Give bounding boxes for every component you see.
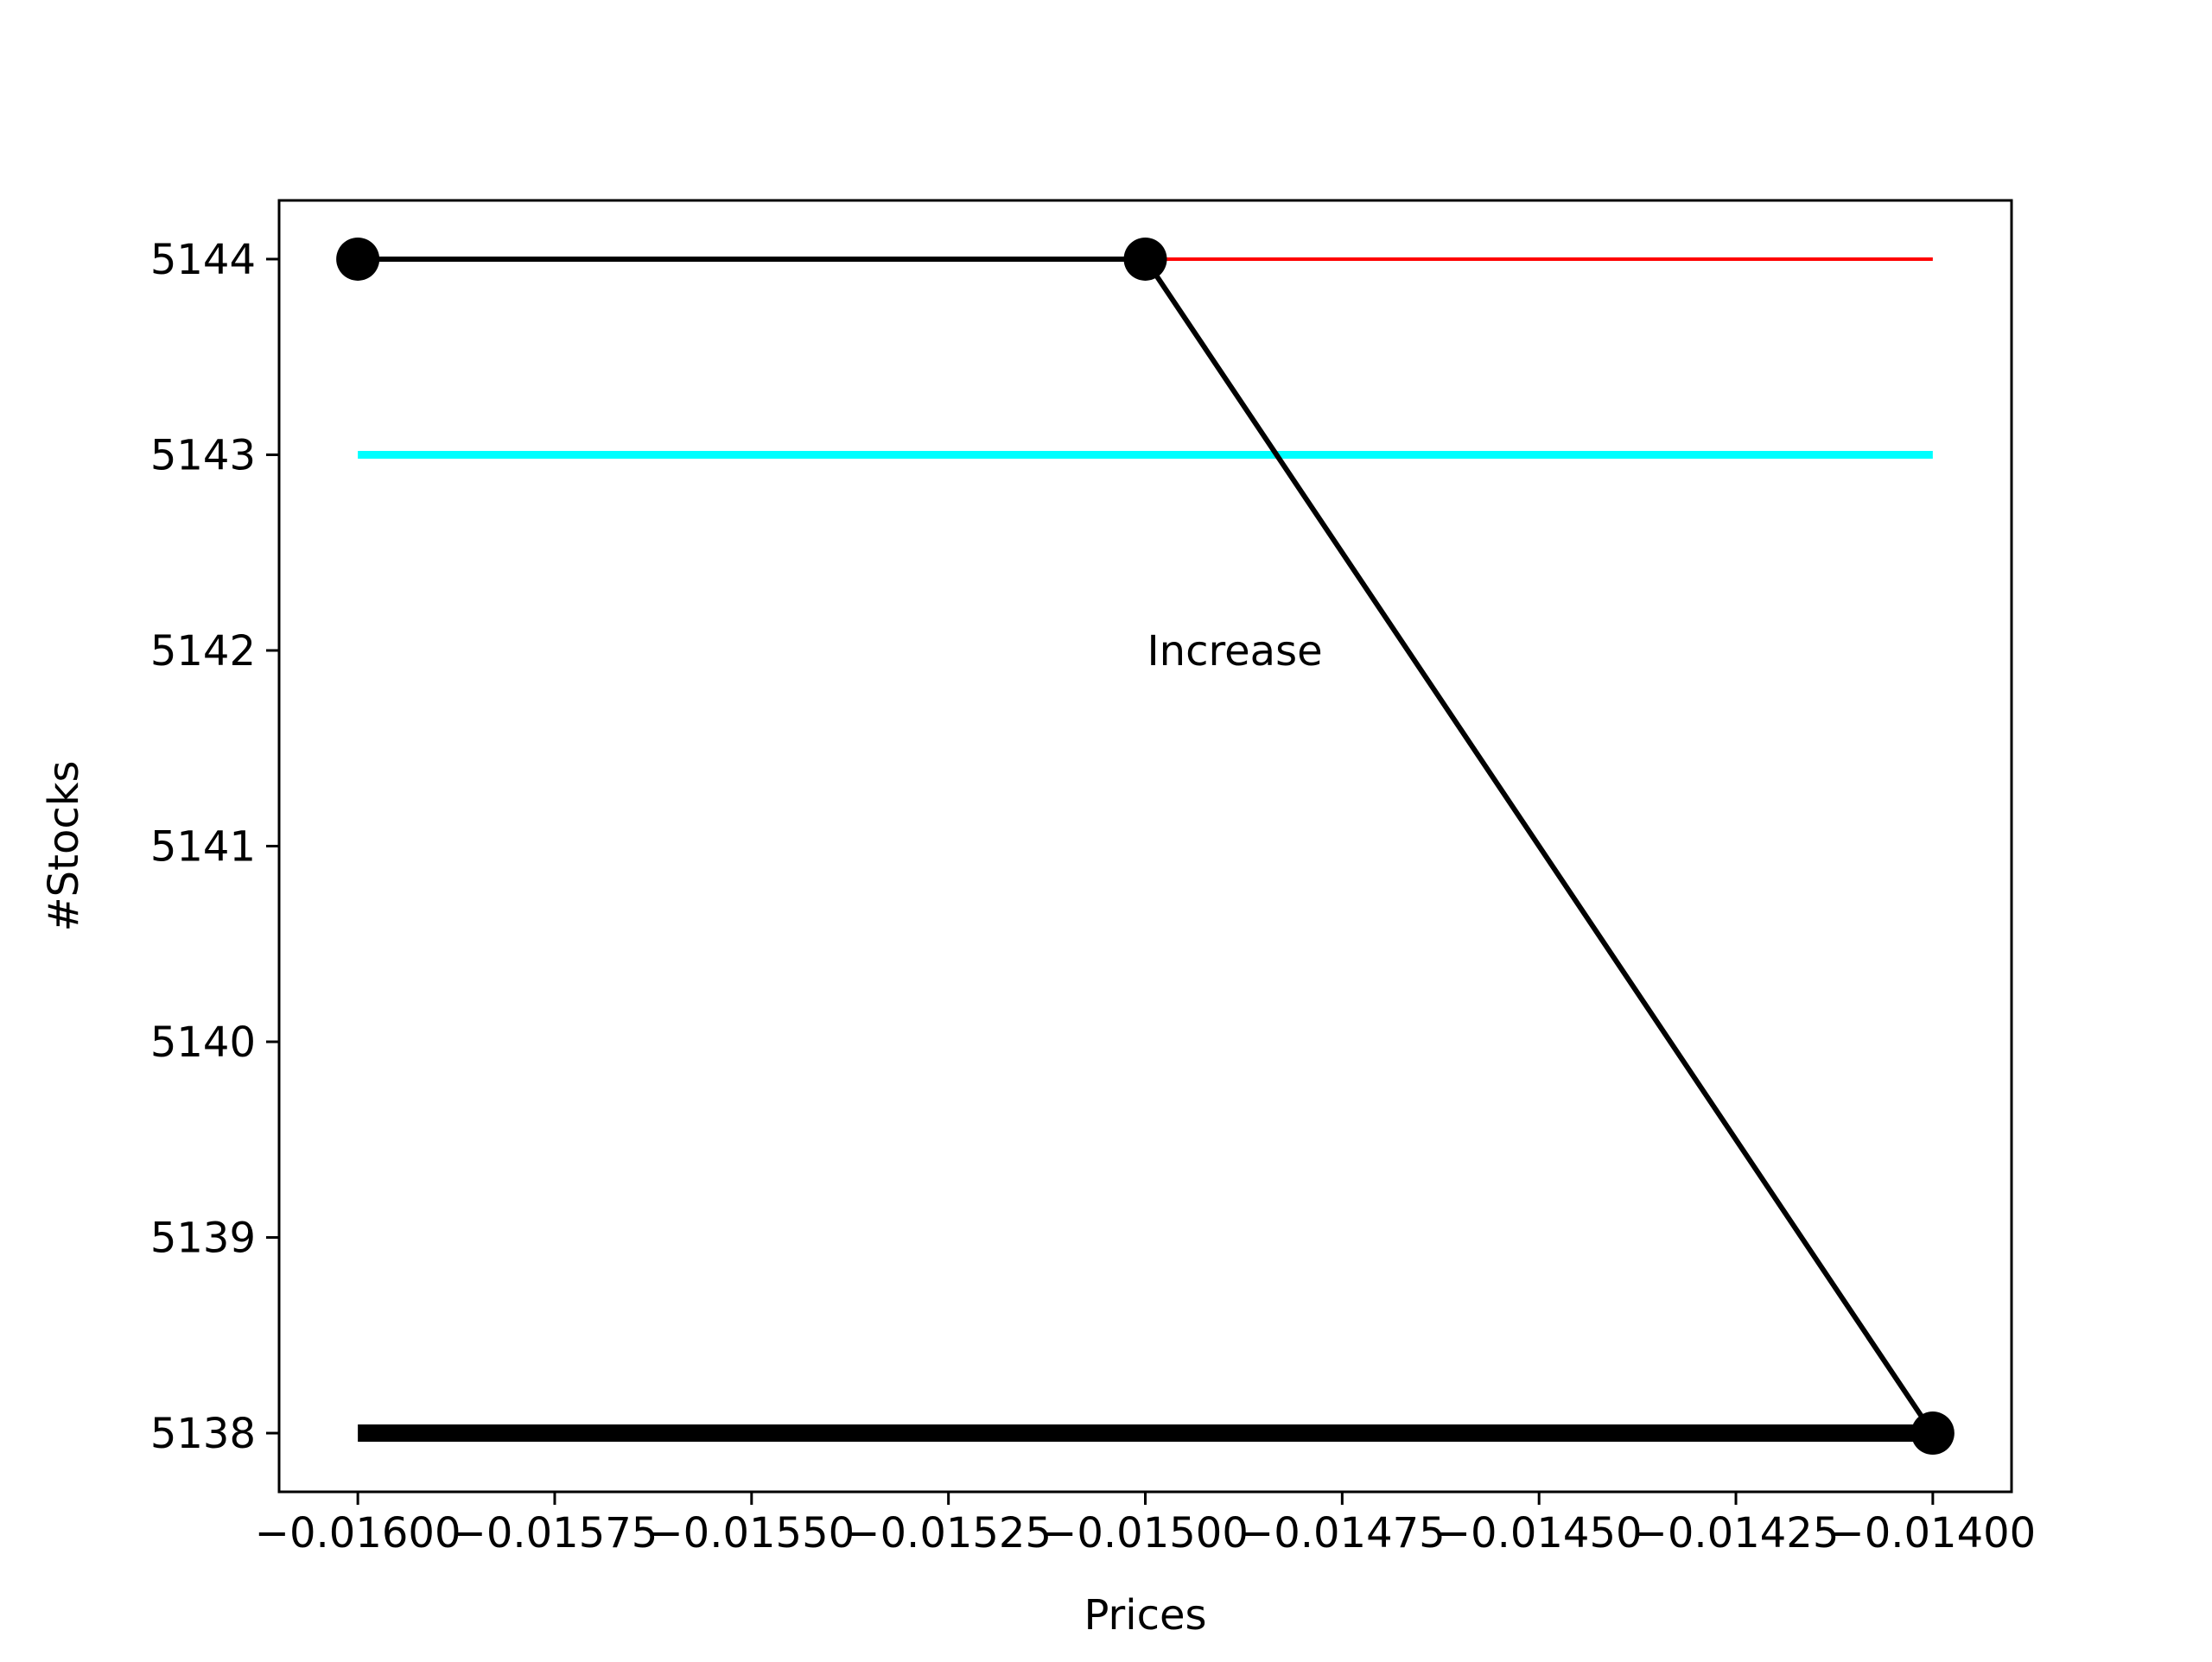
x-tick-label-8: −0.01400 — [1830, 1509, 2037, 1557]
series-3-point-0 — [336, 237, 380, 281]
y-tick-label-2: 5140 — [150, 1018, 256, 1067]
series-3-point-1 — [1123, 237, 1167, 281]
series-3-point-2 — [1910, 1411, 1955, 1456]
y-tick-label-3: 5141 — [150, 823, 256, 872]
x-tick-label-6: −0.01450 — [1436, 1509, 1643, 1557]
x-axis-title: Prices — [1084, 1591, 1206, 1640]
x-axis-ticks: −0.01600−0.01575−0.01550−0.01525−0.01500… — [255, 1492, 2036, 1557]
x-tick-label-7: −0.01425 — [1633, 1509, 1840, 1557]
plot-frame — [277, 199, 2013, 1494]
y-tick-label-1: 5139 — [150, 1215, 256, 1263]
y-axis-ticks: 5138 5139 5140 5141 5142 5143 5144 — [150, 236, 279, 1458]
series-line-3 — [358, 256, 1936, 1435]
y-tick-label-0: 5138 — [150, 1410, 256, 1458]
series-layer — [336, 237, 1955, 1456]
x-tick-label-4: −0.01500 — [1042, 1509, 1249, 1557]
annotation-0: Increase — [1147, 627, 1323, 676]
y-tick-label-6: 5144 — [150, 236, 256, 284]
y-axis-title: #Stocks — [40, 760, 88, 931]
y-tick-label-4: 5142 — [150, 627, 256, 676]
annotation-layer: Increase — [1147, 627, 1323, 676]
x-tick-label-5: −0.01475 — [1239, 1509, 1446, 1557]
x-tick-label-1: −0.01575 — [452, 1509, 658, 1557]
x-tick-label-3: −0.01525 — [845, 1509, 1052, 1557]
y-tick-label-5: 5143 — [150, 431, 256, 479]
x-tick-label-0: −0.01600 — [255, 1509, 461, 1557]
x-tick-label-2: −0.01550 — [648, 1509, 855, 1557]
